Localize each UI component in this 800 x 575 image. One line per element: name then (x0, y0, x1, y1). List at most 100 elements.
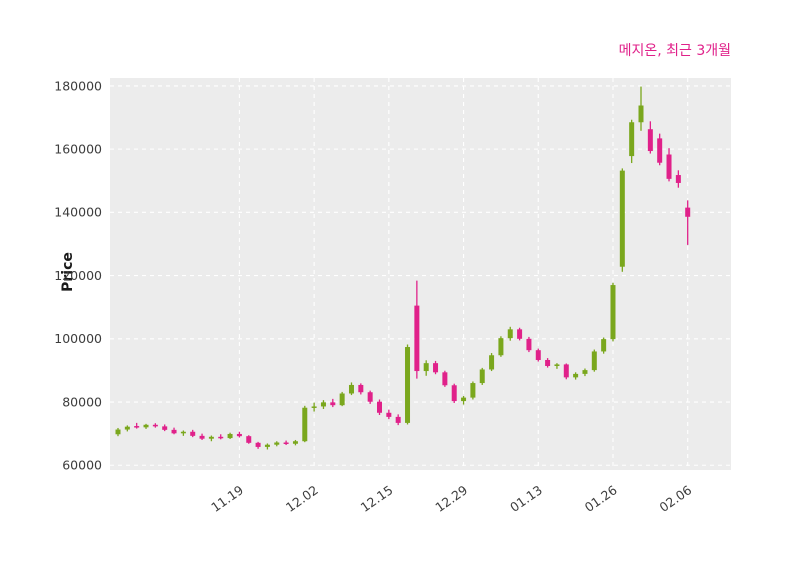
candle-body (180, 431, 186, 434)
x-tick-label: 01.13 (507, 482, 545, 515)
candle-body (348, 384, 354, 394)
candle (124, 425, 130, 432)
y-tick-label: 80000 (62, 394, 102, 409)
candle (647, 121, 653, 154)
candle (601, 337, 607, 354)
candle-body (414, 305, 420, 372)
candle (358, 383, 364, 395)
candle (545, 358, 551, 368)
candle-body (423, 363, 429, 372)
candle-body (507, 329, 513, 339)
candle-body (517, 329, 523, 339)
candle-body (405, 347, 411, 423)
x-tick-label: 12.02 (283, 482, 321, 515)
candle (433, 360, 439, 375)
candle-body (115, 429, 121, 435)
candle-body (601, 339, 607, 352)
candle-body (479, 369, 485, 384)
candle-body (647, 129, 653, 152)
candle-body (526, 338, 532, 351)
candle-body (666, 154, 672, 179)
chart-title: 메지온, 최근 3개월 (618, 43, 731, 59)
plot-area (110, 78, 731, 470)
candle-body (339, 393, 345, 406)
candle-body (292, 441, 298, 444)
candle-body (302, 407, 308, 442)
x-tick-label: 01.26 (582, 482, 620, 515)
candle-body (227, 433, 233, 439)
candle (507, 326, 513, 341)
candle (283, 440, 289, 446)
candle (395, 414, 401, 426)
x-tick-label: 02.06 (656, 482, 694, 515)
y-tick-label: 140000 (54, 205, 102, 220)
candle-body (330, 402, 336, 406)
candle-body (545, 359, 551, 366)
candle (414, 280, 420, 379)
candle (320, 400, 326, 409)
candle-body (591, 351, 597, 371)
candle (461, 396, 467, 405)
candle (208, 435, 214, 442)
candle-body (685, 207, 691, 217)
candle-body (162, 426, 168, 430)
candle (573, 372, 579, 380)
candle-body (124, 426, 130, 430)
candle (236, 431, 242, 438)
candle (292, 439, 298, 446)
candle-body (433, 363, 439, 373)
candle (143, 423, 149, 429)
x-axis-ticks: 11.19 12.02 12.15 12.29 01.13 01.26 02.06 (208, 482, 694, 515)
candle (199, 433, 205, 440)
candle (610, 282, 616, 342)
candle-body (208, 436, 214, 439)
candle-body (311, 406, 317, 408)
candle (685, 200, 691, 245)
candle (377, 399, 383, 415)
candle-body (246, 436, 252, 443)
candle (517, 327, 523, 341)
candle (489, 353, 495, 372)
candle (171, 427, 177, 435)
candle (526, 336, 532, 353)
candle (554, 363, 560, 369)
x-tick-label: 12.29 (432, 482, 470, 515)
candle (619, 168, 625, 272)
candle-body (377, 401, 383, 413)
candle-body (619, 170, 625, 267)
candle (591, 349, 597, 372)
candle (152, 423, 158, 428)
candle (563, 363, 569, 380)
y-tick-label: 60000 (62, 458, 102, 473)
x-tick-label: 11.19 (208, 482, 246, 515)
candle (535, 348, 541, 362)
candle-body (358, 384, 364, 393)
candle (311, 402, 317, 412)
candle (423, 360, 429, 376)
candle-body (152, 424, 158, 427)
candle (227, 432, 233, 440)
candle-body (554, 364, 560, 366)
candle-body (386, 412, 392, 417)
y-tick-label: 100000 (54, 331, 102, 346)
candle-body (218, 436, 224, 439)
candle-body (675, 175, 681, 183)
candle-body (320, 402, 326, 407)
candle (330, 398, 336, 408)
candle (666, 148, 672, 182)
candle-body (657, 138, 663, 163)
candle-body (143, 424, 149, 428)
candle (115, 427, 121, 437)
candle-body (563, 364, 569, 378)
candle-body (190, 431, 196, 436)
candle (657, 133, 663, 166)
candle (218, 434, 224, 440)
candle (339, 391, 345, 407)
candle (180, 430, 186, 436)
candle-body (610, 285, 616, 340)
candles-series (115, 86, 691, 450)
candle (386, 409, 392, 420)
candle-body (442, 372, 448, 386)
